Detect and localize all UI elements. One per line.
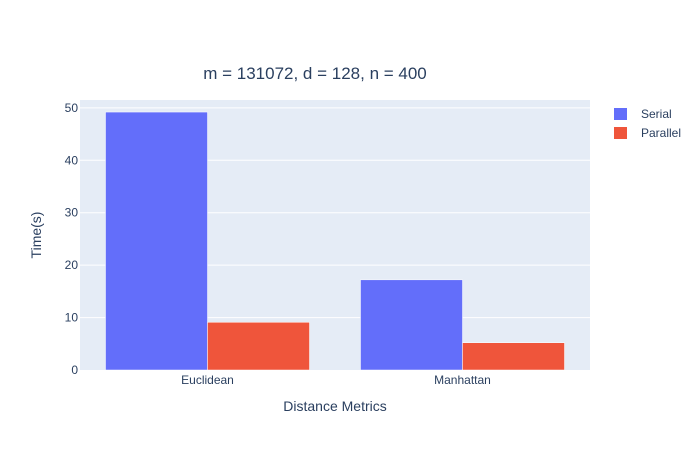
bar-serial-euclidean[interactable]: [105, 111, 208, 371]
y-tick-label: 50: [65, 101, 79, 115]
bar-serial-manhattan[interactable]: [360, 279, 463, 371]
y-tick-label: 30: [65, 206, 79, 220]
bars: [105, 111, 565, 371]
chart-title: m = 131072, d = 128, n = 400: [203, 64, 427, 83]
x-tick-label: Euclidean: [181, 373, 234, 387]
x-axis-title: Distance Metrics: [283, 398, 386, 414]
y-tick-label: 40: [65, 153, 79, 167]
legend-label-serial[interactable]: Serial: [641, 107, 672, 121]
y-tick-label: 20: [65, 258, 79, 272]
y-tick-label: 10: [65, 311, 79, 325]
x-tick-labels: Euclidean Manhattan: [181, 373, 491, 387]
bar-parallel-euclidean[interactable]: [207, 322, 310, 371]
legend-label-parallel[interactable]: Parallel: [641, 126, 681, 140]
y-axis-title: Time(s): [28, 212, 44, 259]
legend-swatch-parallel[interactable]: [614, 127, 627, 139]
x-tick-label: Manhattan: [434, 373, 491, 387]
legend-swatch-serial[interactable]: [614, 108, 627, 120]
y-tick-label: 0: [71, 363, 78, 377]
legend[interactable]: Serial Parallel: [614, 107, 681, 140]
bar-parallel-manhattan[interactable]: [462, 342, 565, 371]
y-tick-labels: 0 10 20 30 40 50: [65, 101, 79, 377]
